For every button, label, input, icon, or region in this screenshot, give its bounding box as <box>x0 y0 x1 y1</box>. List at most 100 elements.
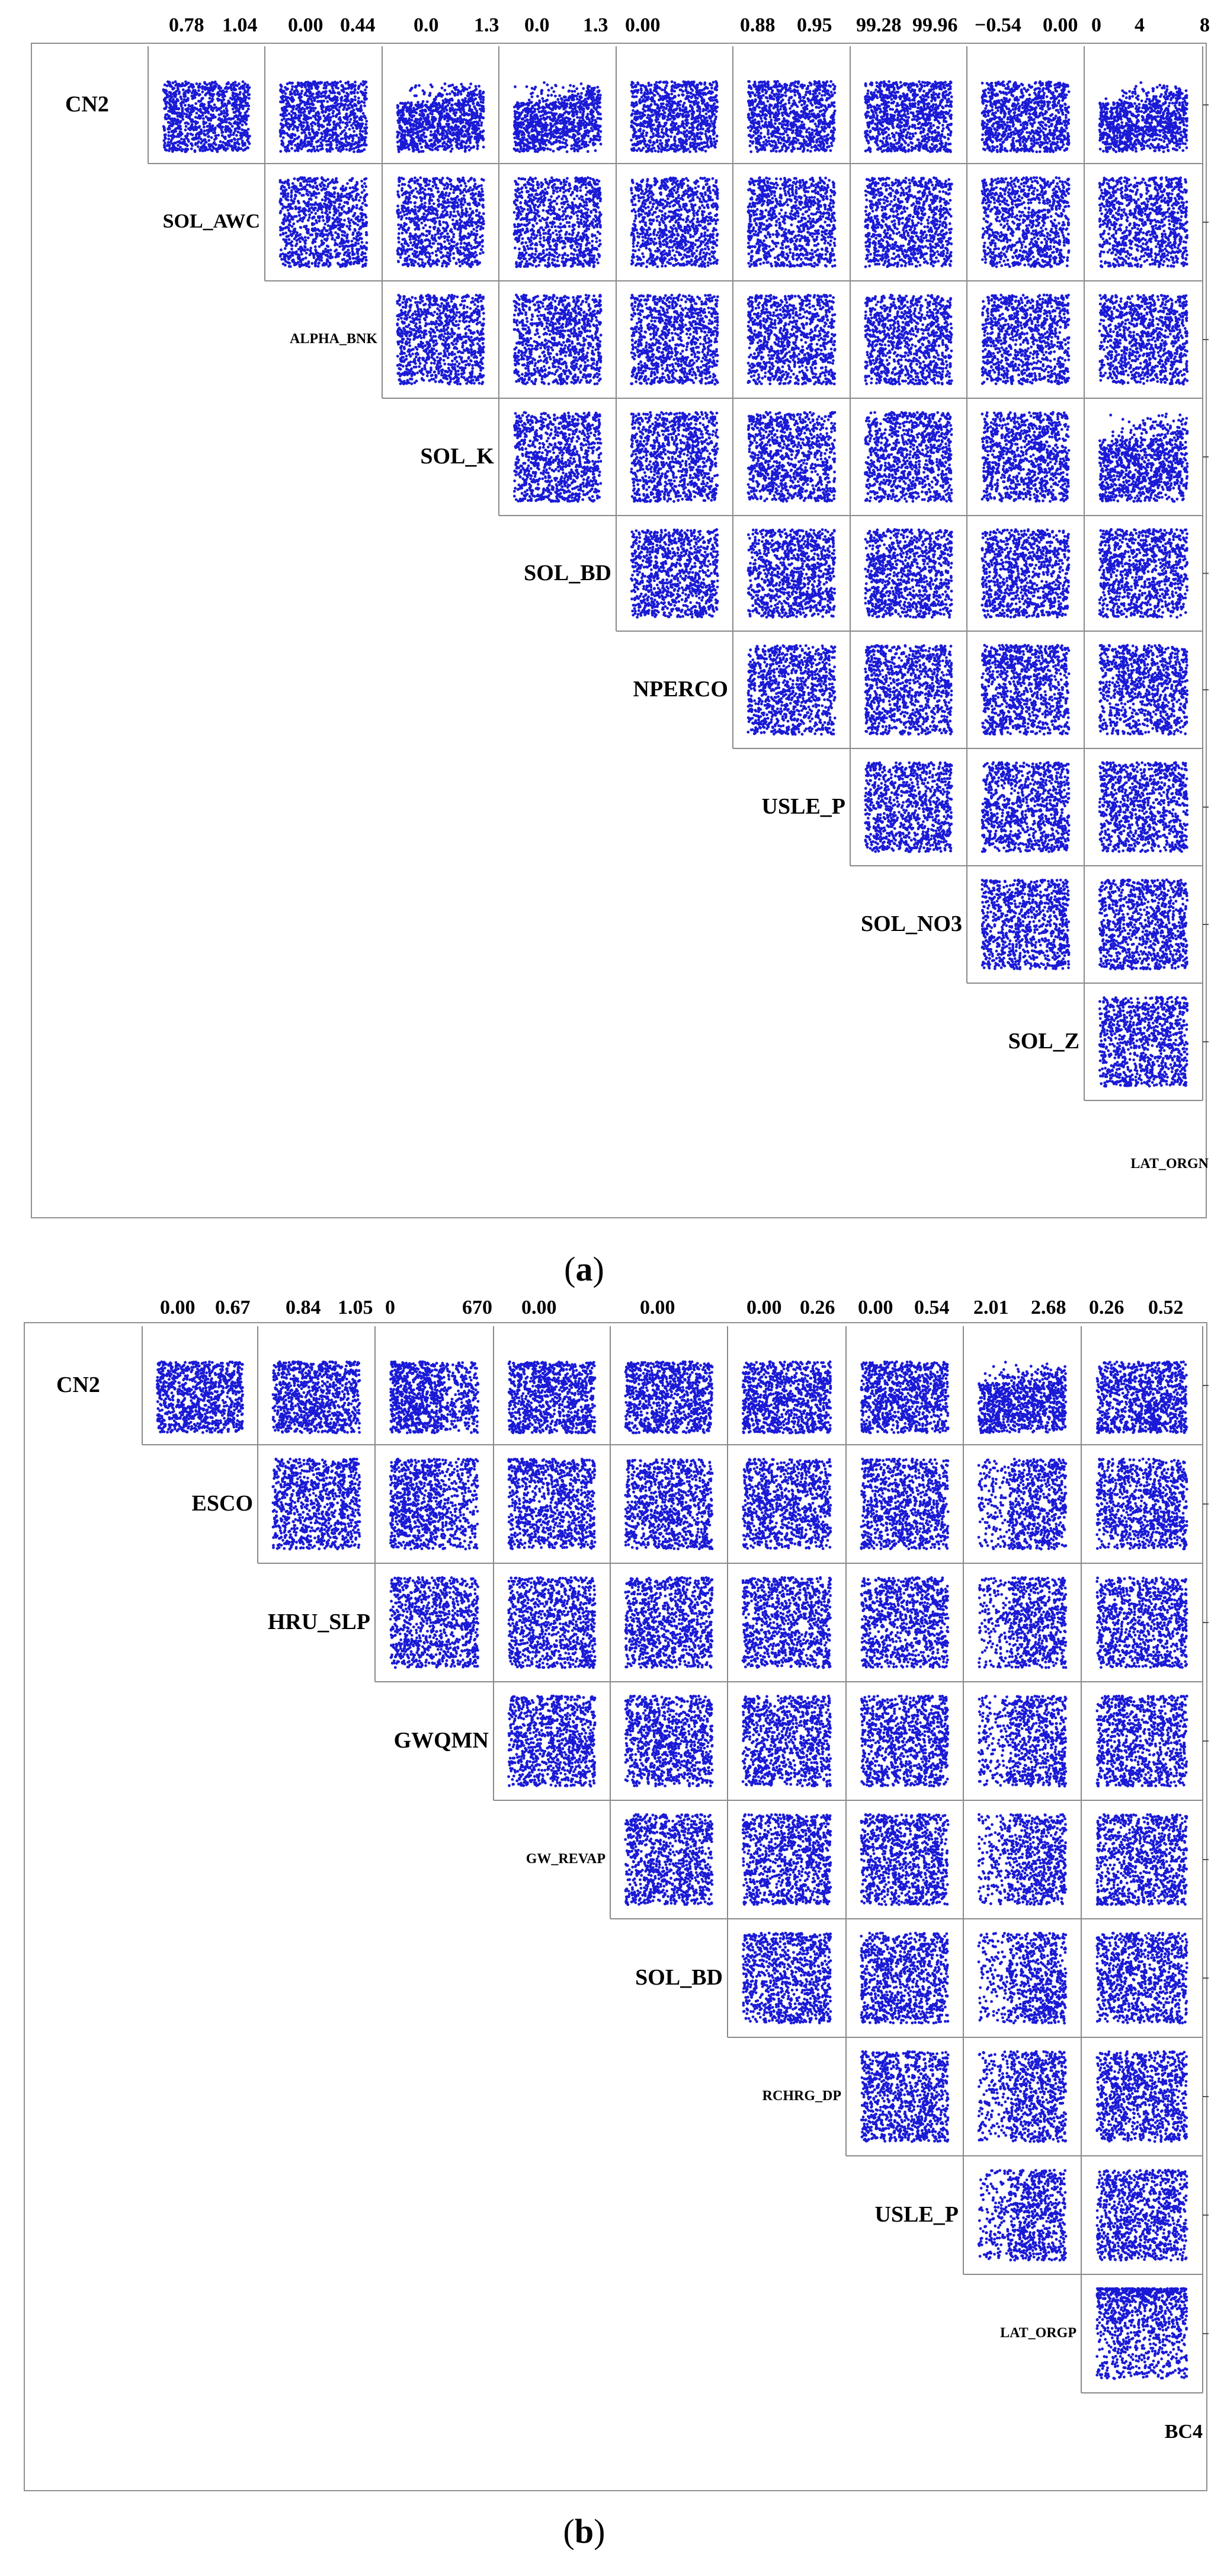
data-point <box>239 132 242 135</box>
data-point <box>210 129 213 132</box>
data-point <box>341 137 344 140</box>
data-point <box>557 148 560 151</box>
data-point <box>669 135 672 138</box>
data-point <box>472 117 475 120</box>
data-point <box>172 93 175 96</box>
data-point <box>564 95 567 98</box>
data-point <box>680 138 683 141</box>
data-point <box>572 85 575 88</box>
data-point <box>416 104 419 107</box>
data-point <box>164 117 167 120</box>
data-point <box>563 102 566 105</box>
data-point <box>577 123 580 126</box>
data-point <box>454 129 457 132</box>
data-point <box>674 129 677 132</box>
data-point <box>458 105 461 108</box>
data-point <box>589 94 592 97</box>
data-point <box>300 142 303 145</box>
data-point <box>704 150 707 153</box>
data-point <box>438 111 441 114</box>
data-point <box>524 128 527 131</box>
data-point <box>293 91 296 94</box>
data-point <box>233 103 236 106</box>
data-point <box>521 118 524 121</box>
data-point <box>348 137 351 140</box>
data-point <box>645 150 648 153</box>
data-point <box>447 85 450 88</box>
data-point <box>556 127 559 130</box>
data-point <box>225 142 228 145</box>
data-point <box>195 107 198 110</box>
data-point <box>286 126 289 129</box>
data-point <box>247 108 250 111</box>
data-point <box>238 82 241 85</box>
data-point <box>315 118 318 121</box>
data-point <box>280 101 283 104</box>
data-point <box>419 142 422 145</box>
data-point <box>313 132 316 135</box>
data-point <box>582 108 585 111</box>
data-point <box>559 141 562 144</box>
data-point <box>238 126 241 129</box>
data-point <box>431 110 434 113</box>
data-point <box>598 105 601 108</box>
data-point <box>463 103 466 106</box>
data-point <box>712 81 715 84</box>
data-point <box>231 125 234 128</box>
data-point <box>182 92 185 95</box>
scatter-cell <box>499 46 616 164</box>
data-point <box>642 108 645 111</box>
data-point <box>354 112 357 115</box>
data-point <box>707 130 710 133</box>
tick-label: 99.28 <box>856 14 902 37</box>
data-point <box>220 102 223 105</box>
data-point <box>593 137 596 140</box>
data-point <box>247 94 250 97</box>
data-point <box>482 146 485 149</box>
tick-label: 1.04 <box>222 14 258 37</box>
data-point <box>595 103 598 105</box>
data-point <box>544 129 547 132</box>
data-point <box>400 143 403 146</box>
data-point <box>690 117 693 120</box>
data-point <box>345 92 348 95</box>
data-point <box>364 94 367 97</box>
data-point <box>663 125 666 128</box>
data-point <box>295 89 298 92</box>
data-point <box>691 138 694 141</box>
data-point <box>449 138 452 141</box>
data-point <box>281 90 284 93</box>
data-point <box>632 103 635 106</box>
data-point <box>396 106 399 109</box>
data-point <box>210 136 213 139</box>
data-point <box>246 146 249 149</box>
data-point <box>236 141 239 144</box>
data-point <box>683 127 686 130</box>
data-point <box>296 149 299 152</box>
data-point <box>685 110 688 113</box>
data-point <box>542 100 545 103</box>
data-point <box>199 108 202 111</box>
data-point <box>592 87 595 90</box>
data-point <box>653 86 656 89</box>
data-point <box>652 147 655 150</box>
data-point <box>180 149 183 152</box>
data-point <box>350 91 353 94</box>
data-point <box>688 126 691 129</box>
data-point <box>422 132 425 135</box>
data-point <box>329 146 332 149</box>
data-point <box>430 148 432 151</box>
data-point <box>440 95 443 98</box>
data-point <box>420 118 423 121</box>
tick-label: 0.0 <box>414 14 439 37</box>
data-point <box>284 86 287 89</box>
data-point <box>700 115 703 118</box>
data-point <box>359 133 362 136</box>
data-point <box>207 135 210 138</box>
data-point <box>444 98 447 101</box>
data-point <box>446 120 449 123</box>
data-point <box>181 108 184 111</box>
data-point <box>556 121 559 124</box>
data-point <box>400 129 403 132</box>
data-point <box>215 137 218 140</box>
